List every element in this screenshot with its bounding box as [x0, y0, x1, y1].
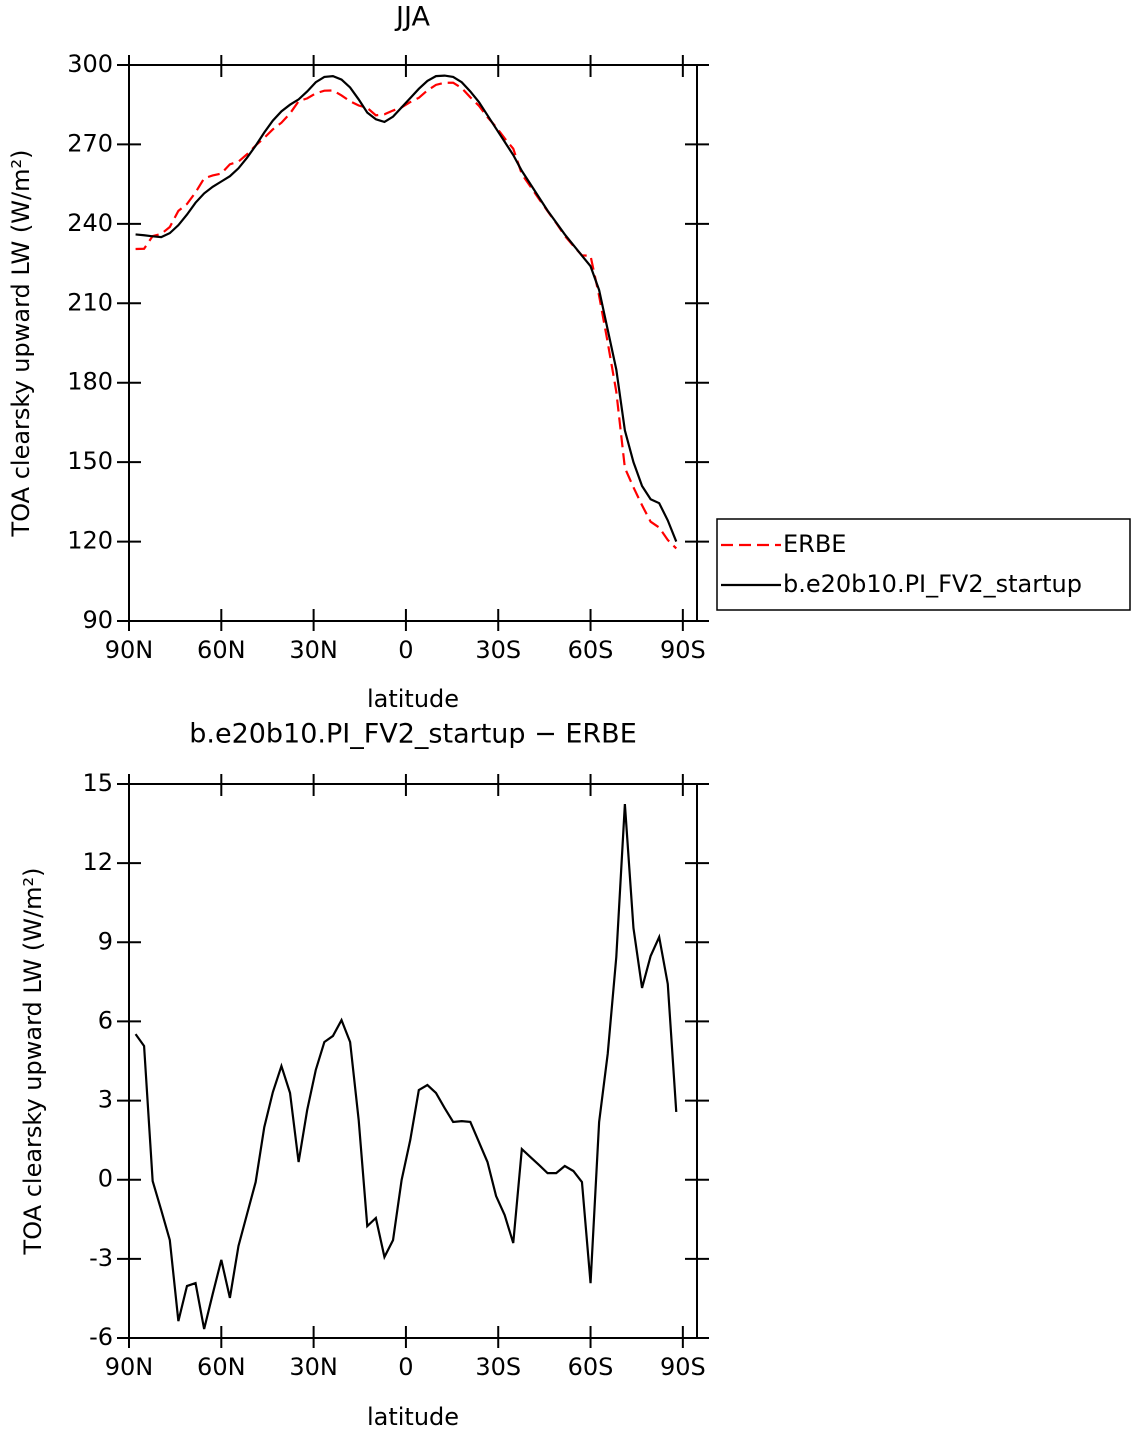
- legend-box: [716, 518, 1131, 611]
- legend-label: b.e20b10.PI_FV2_startup: [783, 570, 1082, 598]
- data-line: [135, 74, 678, 542]
- data-line: [135, 81, 678, 550]
- y-tick-label: 270: [67, 129, 113, 157]
- y-tick-label: -6: [89, 1323, 113, 1351]
- x-tick-label: 0: [398, 1353, 413, 1381]
- y-tick-label: 9: [98, 927, 113, 955]
- y-axis-label: TOA clearsky upward LW (W/m²): [19, 868, 47, 1256]
- x-tick-label: 30S: [475, 1353, 521, 1381]
- chart-title: JJA: [394, 2, 430, 33]
- data-line: [134, 803, 678, 1330]
- x-tick-label: 90N: [105, 1353, 154, 1381]
- y-tick-label: 6: [98, 1006, 113, 1034]
- y-axis-label: TOA clearsky upward LW (W/m²): [7, 150, 35, 538]
- x-axis-label: latitude: [367, 1403, 459, 1431]
- x-tick-label: 0: [398, 636, 413, 664]
- x-tick-label: 90N: [105, 636, 154, 664]
- x-tick-label: 30N: [289, 636, 338, 664]
- y-tick-label: 90: [82, 606, 113, 634]
- legend-label: ERBE: [783, 530, 846, 558]
- y-tick-label: 0: [98, 1165, 113, 1193]
- y-tick-label: 12: [82, 848, 113, 876]
- y-tick-label: 210: [67, 288, 113, 316]
- plot-frame: [128, 64, 698, 622]
- y-tick-label: 180: [67, 368, 113, 396]
- y-tick-label: 300: [67, 50, 113, 78]
- y-tick-label: 240: [67, 209, 113, 237]
- chart-title: b.e20b10.PI_FV2_startup − ERBE: [189, 719, 637, 750]
- x-tick-label: 90S: [660, 1353, 706, 1381]
- x-tick-label: 30S: [475, 636, 521, 664]
- y-tick-label: 3: [98, 1086, 113, 1114]
- plot-frame: [128, 783, 698, 1339]
- x-tick-label: 60N: [197, 1353, 246, 1381]
- x-tick-label: 90S: [660, 636, 706, 664]
- y-tick-label: 150: [67, 447, 113, 475]
- x-axis-label: latitude: [367, 685, 459, 713]
- x-tick-label: 60S: [568, 1353, 614, 1381]
- x-tick-label: 60S: [568, 636, 614, 664]
- y-tick-label: 120: [67, 527, 113, 555]
- x-tick-label: 60N: [197, 636, 246, 664]
- x-tick-label: 30N: [289, 1353, 338, 1381]
- y-tick-label: -3: [89, 1244, 113, 1272]
- y-tick-label: 15: [82, 769, 113, 797]
